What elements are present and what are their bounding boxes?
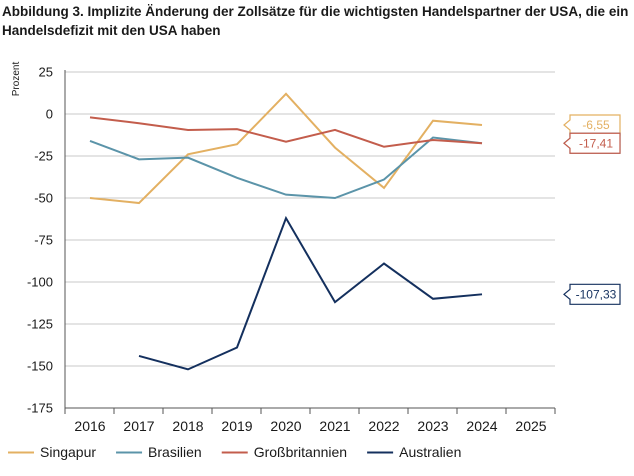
- legend-item-grossbritannien: Großbritannien: [221, 444, 347, 460]
- y-axis-title: Prozent: [11, 62, 22, 97]
- legend-item-singapur: Singapur: [8, 444, 96, 460]
- callout-value: -6,55: [582, 118, 610, 132]
- legend-label: Brasilien: [148, 444, 202, 460]
- x-tick-label: 2021: [319, 418, 350, 434]
- x-tick-label: 2023: [417, 418, 448, 434]
- y-tick-label: -125: [27, 317, 53, 332]
- legend-item-brasilien: Brasilien: [116, 444, 202, 460]
- x-tick-label: 2025: [515, 418, 546, 434]
- callout-box: [563, 283, 621, 305]
- legend-label: Großbritannien: [254, 444, 347, 460]
- y-tick-label: -175: [27, 401, 53, 416]
- x-tick-label: 2024: [466, 418, 497, 434]
- series-line-brasilien: [89, 136, 483, 200]
- x-tick-label: 2020: [270, 418, 301, 434]
- y-tick-label: 25: [39, 65, 53, 80]
- series-line-singapur: [89, 92, 483, 205]
- end-callout-grossbritannien: -17,41: [563, 132, 621, 154]
- legend-label: Australien: [399, 444, 461, 460]
- end-callout-australien: -107,33: [563, 283, 621, 305]
- x-tick-label: 2016: [74, 418, 105, 434]
- callout-value: -17,41: [579, 136, 613, 150]
- x-tick-label: 2022: [368, 418, 399, 434]
- series-line-australien: [138, 215, 483, 371]
- chart-title-line-1: Abbildung 3. Implizite Änderung der Zoll…: [2, 4, 629, 19]
- x-tick-label: 2017: [123, 418, 154, 434]
- callout-value: -107,33: [576, 288, 617, 302]
- end-callout-singapur: -6,55: [563, 114, 621, 136]
- y-tick-label: -150: [27, 359, 53, 374]
- axes: 25 0 -25 -50 -75 -100 -125 -150 -175 2016 2017 2018…: [11, 62, 556, 434]
- y-tick-label: -100: [27, 275, 53, 290]
- callout-box: [563, 132, 621, 154]
- y-tick-label: -50: [34, 191, 53, 206]
- y-tick-label: -25: [34, 149, 53, 164]
- legend: Singapur Brasilien Großbritannien Australie…: [8, 444, 461, 460]
- chart-title: Abbildung 3. Implizite Änderung der Zoll…: [2, 2, 630, 40]
- series-line-grossbritannien: [89, 116, 483, 148]
- y-tick-label: 0: [46, 107, 53, 122]
- series-lines: [89, 92, 483, 371]
- end-value-callouts: -6,55-17,37-17,41-107,33: [563, 114, 621, 305]
- callout-box: [563, 114, 621, 136]
- x-tick-label: 2019: [221, 418, 252, 434]
- chart-title-line-2: Handelsdefizit mit den USA haben: [2, 23, 221, 38]
- legend-label: Singapur: [40, 444, 96, 460]
- legend-item-australien: Australien: [367, 444, 461, 460]
- y-tick-label: -75: [34, 233, 53, 248]
- x-tick-label: 2018: [172, 418, 203, 434]
- grid-lines: [65, 71, 555, 409]
